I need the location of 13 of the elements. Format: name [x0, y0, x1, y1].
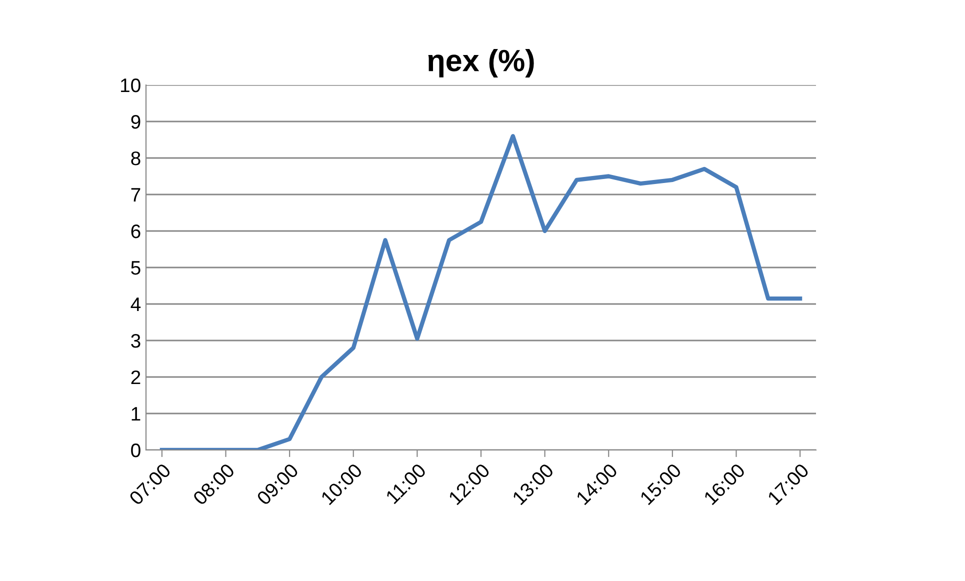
y-tick-label: 1: [132, 407, 140, 421]
y-tick-label: 10: [120, 78, 140, 92]
y-tick-label: 3: [131, 334, 140, 348]
y-tick-label: 8: [131, 151, 140, 166]
y-tick-label: 7: [131, 188, 140, 202]
y-tick-label: 0: [131, 443, 140, 458]
y-tick-label: 4: [130, 298, 141, 312]
y-tick-label: 6: [131, 224, 140, 238]
y-tick-label: 5: [131, 261, 140, 275]
chart-title: ηex (%): [428, 48, 534, 78]
line-series: [160, 134, 802, 450]
y-tick-label: 9: [131, 114, 140, 129]
y-tick-label: 2: [131, 370, 140, 384]
